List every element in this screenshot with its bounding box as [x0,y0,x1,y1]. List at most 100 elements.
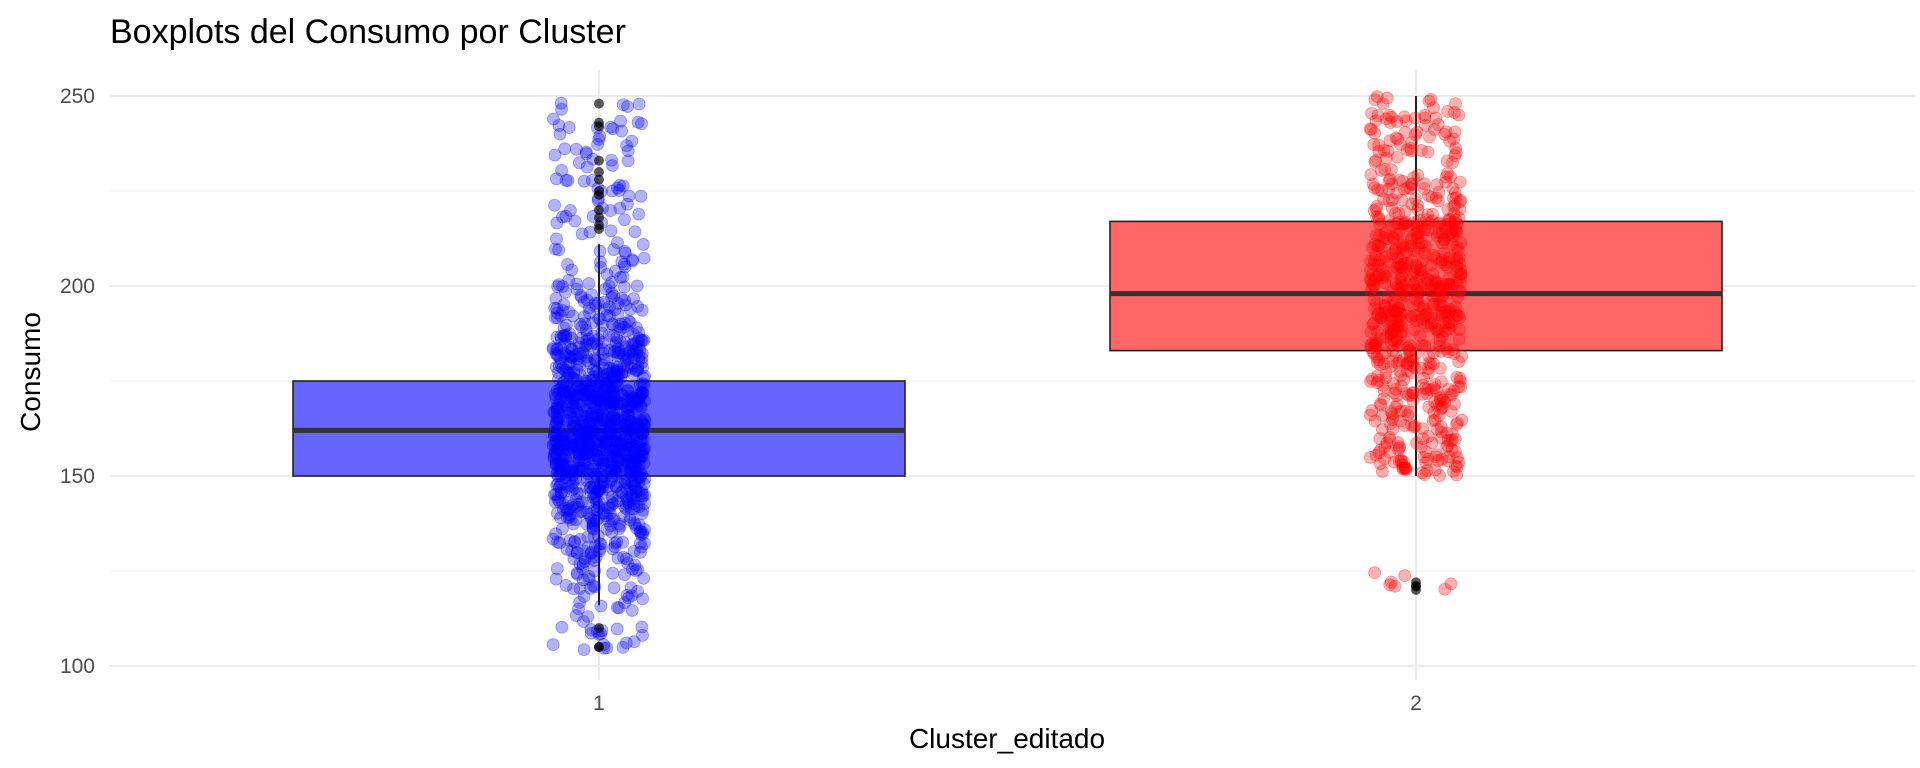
jitter-point [1450,460,1464,474]
jitter-point [1381,255,1395,269]
jitter-point [601,368,614,382]
jitter-point [1393,354,1406,368]
jitter-point [563,389,577,403]
jitter-point [599,401,612,415]
jitter-point [584,415,597,429]
jitter-point [1415,302,1429,315]
jitter-point [570,282,584,296]
jitter-point [550,430,564,443]
jitter-point [1388,244,1402,258]
jitter-point [606,370,619,384]
jitter-point [1375,409,1389,422]
jitter-point [617,280,631,294]
jitter-point [614,114,628,128]
jitter-point [612,319,626,333]
jitter-point [582,384,596,397]
jitter-point [1442,277,1456,291]
outlier-point [594,121,604,132]
jitter-point [637,477,651,491]
jitter-point [567,415,581,429]
jitter-point [1446,156,1459,170]
jitter-point [1430,178,1444,192]
jitter-point [1394,138,1407,151]
jitter-point [1425,258,1438,272]
jitter-point [1370,90,1384,103]
jitter-point [564,384,578,397]
jitter-point [1411,231,1425,245]
jitter-point [1374,253,1387,267]
jitter-point [582,569,596,583]
jitter-point [1404,182,1417,195]
jitter-point [1382,108,1396,122]
jitter-point [1426,267,1440,281]
jitter-point [1444,226,1458,240]
jitter-point [571,432,585,446]
jitter-point [584,485,598,499]
jitter-point [1432,194,1445,208]
jitter-point [1368,126,1382,140]
jitter-point [618,365,632,379]
jitter-point [631,471,645,485]
jitter-point [567,384,580,398]
jitter-point [1374,443,1387,457]
jitter-point [1397,289,1411,303]
jitter-point [1394,260,1408,274]
jitter-point [587,491,600,505]
jitter-point [1435,452,1449,466]
jitter-point [584,480,598,494]
jitter-point [1401,408,1415,422]
jitter-point [1364,325,1378,339]
jitter-point [1406,394,1420,407]
jitter-point [590,408,603,422]
jitter-point [1390,227,1403,241]
jitter-point [1365,267,1379,281]
jitter-point [1367,316,1380,330]
jitter-point [631,563,644,576]
jitter-point [1369,341,1383,355]
jitter-point [581,425,595,439]
jitter-point [558,466,572,479]
jitter-point [546,638,560,652]
jitter-point [1415,338,1429,352]
jitter-point [622,451,636,465]
jitter-point [578,380,591,394]
jitter-point [556,388,569,402]
jitter-point [1429,191,1443,205]
jitter-point [1391,251,1405,265]
jitter-point [565,351,579,365]
jitter-point [1372,306,1385,320]
jitter-point [567,582,581,596]
jitter-point [1401,219,1415,233]
jitter-point [568,536,581,549]
jitter-point [1377,384,1391,398]
jitter-point [1385,163,1398,177]
jitter-point [566,460,580,473]
jitter-point [572,602,585,616]
jitter-point [555,430,568,443]
jitter-point [579,385,593,399]
jitter-point [1395,454,1408,468]
jitter-point [567,552,581,566]
jitter-point [1398,110,1411,124]
jitter-point [548,495,562,509]
jitter-point [620,472,634,486]
jitter-point [620,445,633,459]
jitter-point [581,393,595,406]
jitter-point [1391,339,1405,353]
jitter-point [555,102,568,116]
jitter-point [585,545,598,559]
jitter-point [626,348,639,362]
jitter-point [1448,397,1461,411]
jitter-point [1370,308,1384,322]
jitter-point [1421,145,1435,159]
jitter-point [614,322,627,336]
jitter-point [623,344,637,358]
jitter-point [553,480,566,494]
jitter-point [1453,257,1466,271]
jitter-point [602,422,616,436]
jitter-point [1424,383,1438,397]
jitter-point [571,424,585,438]
jitter-point [583,356,597,370]
jitter-point [612,601,626,615]
jitter-point [1412,241,1426,255]
